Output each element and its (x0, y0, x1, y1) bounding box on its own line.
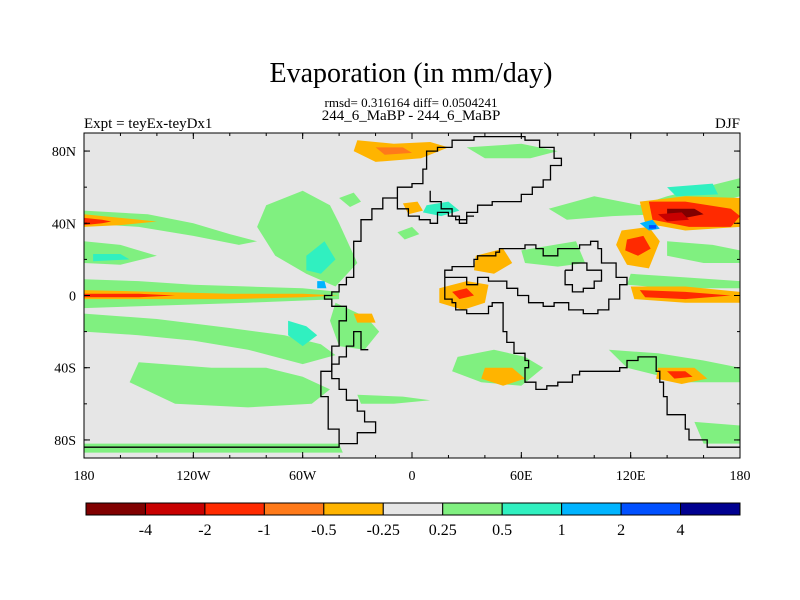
contour-region-44 (481, 367, 525, 386)
contour-region-30 (375, 147, 412, 155)
colorbar-label-8: 2 (617, 522, 625, 539)
x-tick-label-1: 120W (176, 469, 211, 484)
contour-region-26 (84, 217, 112, 226)
coastline-segment-1 (444, 277, 740, 448)
contour-region-18 (694, 421, 740, 444)
colorbar-box-3 (263, 502, 325, 516)
contour-region-8 (306, 241, 336, 274)
x-tick-label-0: 180 (74, 469, 95, 484)
contour-region-15 (667, 241, 740, 263)
colorbar-label-9: 4 (677, 522, 685, 539)
contour-region-2 (93, 254, 130, 262)
y-tick-label-0: 80N (52, 145, 76, 160)
contour-region-9 (317, 281, 327, 289)
contour-region-46 (667, 371, 693, 379)
colorbar-box-5 (382, 502, 444, 516)
stats-line: rmsd= 0.316164 diff= 0.0504241 (325, 95, 498, 110)
colorbar-label-1: -2 (198, 522, 211, 539)
colorbar-label-3: -0.5 (311, 522, 336, 539)
colorbar-box-10 (680, 502, 741, 516)
contour-region-43 (452, 288, 474, 300)
contour-region-25 (84, 214, 157, 227)
colorbar-label-7: 1 (558, 522, 566, 539)
colorbar: -4 -2 -1 -0.5 -0.25 0.25 0.5 1 2 4 (85, 502, 741, 539)
x-tick-label-3: 0 (409, 469, 416, 484)
colorbar-box-9 (620, 502, 682, 516)
contour-region-20 (357, 394, 431, 404)
contour-region-40 (639, 290, 731, 300)
contour-region-19 (521, 241, 586, 267)
coastline-segment-4 (564, 262, 603, 293)
contour-region-23 (339, 192, 361, 207)
contour-region-16 (627, 273, 740, 289)
y-tick-label-2: 0 (69, 290, 76, 305)
colorbar-box-0 (85, 502, 146, 516)
contour-region-4 (84, 313, 336, 365)
contour-region-17 (608, 349, 740, 383)
contour-region-28 (84, 293, 176, 298)
chart-title: Evaporation (in mm/day) (269, 58, 552, 89)
colorbar-box-2 (204, 502, 265, 516)
colorbar-label-0: -4 (139, 522, 152, 539)
colorbar-box-1 (144, 502, 206, 516)
contour-region-10 (330, 302, 380, 350)
contour-region-6 (129, 362, 330, 408)
contour-region-36 (625, 235, 651, 256)
subtitle-center: 244_6_MaBP - 244_6_MaBP (322, 108, 501, 124)
contour-region-5 (288, 320, 318, 347)
contour-regions (84, 140, 740, 453)
x-tick-label-6: 180 (730, 469, 751, 484)
colorbar-label-2: -1 (258, 522, 271, 539)
colorbar-label-5: 0.25 (429, 522, 457, 539)
colorbar-box-7 (501, 502, 563, 516)
contour-region-34 (658, 212, 689, 222)
coastline-segment-2 (444, 240, 628, 315)
subtitle-right: DJF (715, 116, 740, 132)
contour-region-24 (397, 226, 420, 240)
coastlines (84, 135, 740, 448)
axis-ticks: 180 120W 60W 0 60E 120E 180 80N 40N 0 40S 80S (52, 133, 751, 484)
y-tick-label-3: 40S (54, 362, 76, 377)
x-tick-label-5: 120E (616, 469, 646, 484)
contour-region-21 (466, 143, 558, 159)
x-tick-label-2: 60W (289, 469, 317, 484)
x-tick-label-4: 60E (510, 469, 533, 484)
y-tick-label-4: 80S (54, 434, 76, 449)
contour-region-11 (84, 443, 343, 453)
colorbar-label-4: -0.25 (367, 522, 400, 539)
coastline-segment-0 (84, 135, 563, 448)
subtitle-left: Expt = teyEx-teyDx1 (84, 116, 212, 132)
contour-region-41 (474, 248, 513, 274)
coastline-segment-5 (429, 190, 474, 224)
contour-region-13 (548, 178, 740, 220)
coastline-segment-3 (331, 330, 377, 445)
contour-region-38 (648, 225, 657, 229)
y-tick-label-1: 40N (52, 217, 76, 232)
colorbar-box-6 (442, 502, 503, 516)
contour-region-48 (353, 313, 376, 323)
contour-region-14 (667, 183, 719, 197)
colorbar-label-6: 0.5 (492, 522, 512, 539)
colorbar-box-8 (561, 502, 622, 516)
colorbar-box-4 (323, 502, 384, 516)
